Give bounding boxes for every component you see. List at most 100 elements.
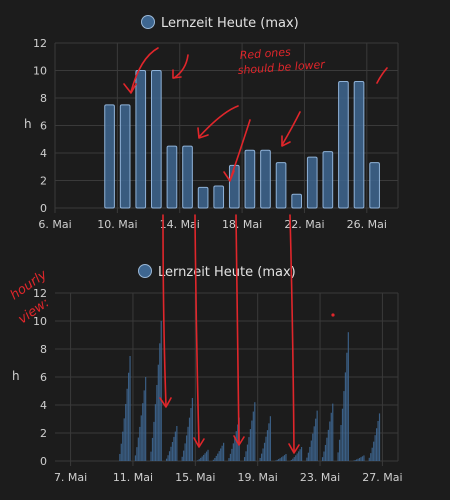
hourly-bar[interactable] bbox=[338, 439, 341, 461]
hourly-bar[interactable] bbox=[306, 457, 308, 461]
hourly-bar[interactable] bbox=[373, 441, 375, 461]
hourly-bar[interactable] bbox=[123, 418, 125, 461]
hourly-bar[interactable] bbox=[266, 430, 269, 461]
hourly-bar[interactable] bbox=[363, 455, 365, 461]
legend-bottom[interactable]: Lernzeit Heute (max) bbox=[138, 264, 296, 281]
hourly-bar[interactable] bbox=[259, 457, 261, 461]
hourly-bar[interactable] bbox=[125, 404, 127, 461]
hourly-bar[interactable] bbox=[191, 398, 194, 461]
hourly-bar[interactable] bbox=[346, 352, 348, 461]
hourly-bar[interactable] bbox=[151, 437, 154, 461]
hourly-bar[interactable] bbox=[181, 456, 183, 461]
bar[interactable] bbox=[338, 81, 349, 209]
hourly-bar[interactable] bbox=[143, 390, 145, 461]
hourly-bar[interactable] bbox=[299, 449, 301, 461]
bar[interactable] bbox=[213, 185, 225, 209]
bar[interactable] bbox=[166, 145, 178, 209]
hourly-bar[interactable] bbox=[268, 423, 270, 461]
hourly-bar[interactable] bbox=[228, 458, 230, 461]
hourly-bar[interactable] bbox=[371, 447, 373, 461]
hourly-bar[interactable] bbox=[296, 453, 298, 461]
hourly-bar[interactable] bbox=[343, 391, 345, 461]
hourly-bar[interactable] bbox=[188, 417, 191, 461]
hourly-bar[interactable] bbox=[283, 455, 286, 461]
hourly-bar[interactable] bbox=[246, 444, 249, 461]
hourly-bar[interactable] bbox=[251, 420, 253, 461]
hourly-bar[interactable] bbox=[159, 343, 161, 461]
hourly-bar[interactable] bbox=[310, 440, 312, 461]
bar[interactable] bbox=[197, 186, 209, 209]
hourly-bar[interactable] bbox=[327, 429, 329, 461]
hourly-bar[interactable] bbox=[174, 431, 176, 461]
hourly-bar[interactable] bbox=[232, 443, 234, 461]
hourly-bar[interactable] bbox=[265, 436, 267, 461]
hourly-bar[interactable] bbox=[300, 447, 303, 461]
hourly-bar[interactable] bbox=[374, 435, 376, 461]
hourly-bar[interactable] bbox=[156, 385, 158, 461]
hourly-bar[interactable] bbox=[340, 425, 342, 461]
hourly-bar[interactable] bbox=[207, 449, 209, 461]
hourly-bar[interactable] bbox=[337, 452, 339, 461]
bar[interactable] bbox=[275, 162, 287, 209]
hourly-bar[interactable] bbox=[140, 415, 142, 461]
hourly-bar[interactable] bbox=[285, 454, 287, 461]
hourly-bar[interactable] bbox=[248, 437, 250, 461]
hourly-bar[interactable] bbox=[358, 457, 361, 461]
hourly-bar[interactable] bbox=[245, 451, 247, 461]
hourly-bar[interactable] bbox=[307, 452, 309, 461]
hourly-bar[interactable] bbox=[221, 445, 223, 461]
hourly-bar[interactable] bbox=[354, 460, 356, 461]
hourly-bar[interactable] bbox=[313, 426, 315, 461]
hourly-bar[interactable] bbox=[254, 402, 256, 461]
hourly-bar[interactable] bbox=[280, 457, 283, 461]
hourly-bar[interactable] bbox=[134, 455, 137, 461]
hourly-bar[interactable] bbox=[136, 447, 138, 461]
hourly-bar[interactable] bbox=[357, 458, 359, 461]
hourly-bar[interactable] bbox=[344, 372, 347, 461]
hourly-bar[interactable] bbox=[212, 459, 214, 461]
hourly-bar[interactable] bbox=[176, 426, 178, 461]
hourly-bar[interactable] bbox=[368, 457, 370, 461]
hourly-bar[interactable] bbox=[187, 426, 189, 461]
hourly-bar[interactable] bbox=[204, 453, 206, 461]
hourly-bar[interactable] bbox=[214, 457, 216, 461]
hourly-bar[interactable] bbox=[203, 454, 205, 461]
hourly-bar[interactable] bbox=[347, 332, 349, 461]
hourly-bar[interactable] bbox=[329, 421, 331, 461]
hourly-bar[interactable] bbox=[292, 458, 294, 461]
bar[interactable] bbox=[306, 156, 318, 209]
hourly-bar[interactable] bbox=[201, 456, 203, 461]
hourly-bar[interactable] bbox=[167, 455, 169, 461]
hourly-bar[interactable] bbox=[231, 448, 233, 461]
hourly-bar[interactable] bbox=[120, 443, 122, 461]
hourly-bar[interactable] bbox=[168, 451, 171, 461]
hourly-bar[interactable] bbox=[183, 450, 185, 461]
hourly-bar[interactable] bbox=[217, 453, 219, 461]
hourly-bar[interactable] bbox=[197, 460, 199, 461]
hourly-bar[interactable] bbox=[330, 412, 332, 461]
hourly-bar[interactable] bbox=[184, 443, 186, 461]
bar[interactable] bbox=[104, 104, 115, 209]
hourly-bar[interactable] bbox=[295, 455, 297, 461]
hourly-bar[interactable] bbox=[122, 431, 124, 461]
bar[interactable] bbox=[182, 145, 193, 209]
hourly-bar[interactable] bbox=[375, 428, 378, 461]
hourly-bar[interactable] bbox=[279, 458, 281, 461]
hourly-bar[interactable] bbox=[341, 408, 344, 461]
hourly-bar[interactable] bbox=[278, 459, 280, 461]
hourly-bar[interactable] bbox=[326, 437, 328, 461]
hourly-bar[interactable] bbox=[220, 448, 222, 461]
hourly-bar[interactable] bbox=[269, 416, 271, 461]
bar[interactable] bbox=[151, 70, 162, 209]
hourly-bar[interactable] bbox=[166, 458, 168, 461]
hourly-bar[interactable] bbox=[315, 418, 317, 461]
hourly-bar[interactable] bbox=[370, 453, 372, 461]
hourly-bar[interactable] bbox=[298, 451, 300, 461]
hourly-bar[interactable] bbox=[262, 448, 264, 461]
hourly-bar[interactable] bbox=[153, 421, 155, 461]
hourly-bar[interactable] bbox=[249, 429, 252, 461]
hourly-bar[interactable] bbox=[190, 408, 192, 461]
hourly-bar[interactable] bbox=[145, 377, 147, 461]
hourly-bar[interactable] bbox=[321, 457, 324, 461]
hourly-bar[interactable] bbox=[137, 437, 139, 461]
